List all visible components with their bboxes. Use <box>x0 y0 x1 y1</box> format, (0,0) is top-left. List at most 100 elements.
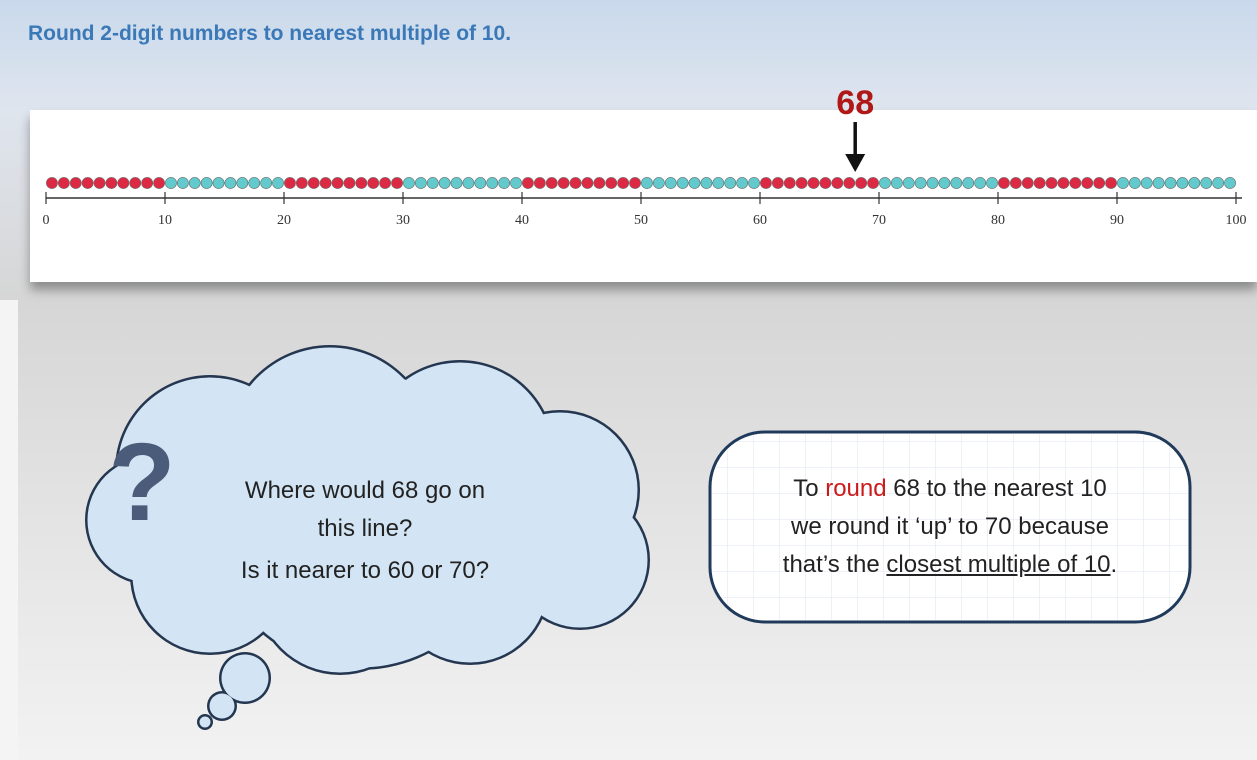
bead <box>701 177 712 188</box>
bead <box>499 177 510 188</box>
thought-line: this line? <box>185 510 545 548</box>
tick-label: 70 <box>872 213 886 228</box>
bead <box>1129 177 1140 188</box>
bead <box>927 177 938 188</box>
bead <box>951 177 962 188</box>
bead <box>1117 177 1128 188</box>
bead <box>58 177 69 188</box>
bead <box>1070 177 1081 188</box>
tick-label: 40 <box>515 213 529 228</box>
bead <box>165 177 176 188</box>
bead <box>261 177 272 188</box>
bead <box>82 177 93 188</box>
bead <box>296 177 307 188</box>
text: 68 to the nearest 10 <box>887 475 1107 502</box>
bead <box>1141 177 1152 188</box>
cloud-fill <box>200 717 211 728</box>
text: To <box>793 475 825 502</box>
bead <box>975 177 986 188</box>
bead <box>177 177 188 188</box>
marker-label: 68 <box>836 84 874 122</box>
bead <box>986 177 997 188</box>
speech-line: that’s the closest multiple of 10. <box>720 546 1180 584</box>
bead <box>201 177 212 188</box>
bead <box>1201 177 1212 188</box>
bead <box>737 177 748 188</box>
bead <box>1213 177 1224 188</box>
bead <box>689 177 700 188</box>
bead <box>46 177 57 188</box>
bead <box>1010 177 1021 188</box>
tick-label: 0 <box>43 213 50 228</box>
bead <box>356 177 367 188</box>
bead <box>582 177 593 188</box>
bead <box>368 177 379 188</box>
bead <box>1046 177 1057 188</box>
bead <box>94 177 105 188</box>
bead <box>1058 177 1069 188</box>
bead <box>903 177 914 188</box>
bead <box>879 177 890 188</box>
page: Round 2-digit numbers to nearest multipl… <box>0 0 1257 760</box>
bead <box>1034 177 1045 188</box>
bead <box>1177 177 1188 188</box>
bead <box>856 177 867 188</box>
bead <box>998 177 1009 188</box>
bead <box>665 177 676 188</box>
bead <box>629 177 640 188</box>
bead <box>844 177 855 188</box>
bead <box>225 177 236 188</box>
bead <box>522 177 533 188</box>
bead <box>213 177 224 188</box>
tick-label: 80 <box>991 213 1005 228</box>
bead <box>451 177 462 188</box>
bead <box>320 177 331 188</box>
tick-label: 30 <box>396 213 410 228</box>
bead <box>189 177 200 188</box>
bead <box>677 177 688 188</box>
tick-label: 50 <box>634 213 648 228</box>
bead <box>867 177 878 188</box>
tick-label: 20 <box>277 213 291 228</box>
text: . <box>1111 551 1118 578</box>
bead <box>475 177 486 188</box>
bead <box>1165 177 1176 188</box>
thought-line: Where would 68 go on <box>185 472 545 510</box>
bead <box>558 177 569 188</box>
bead <box>1094 177 1105 188</box>
bead <box>1105 177 1116 188</box>
bead <box>153 177 164 188</box>
bead <box>963 177 974 188</box>
bead <box>796 177 807 188</box>
bead <box>939 177 950 188</box>
text: we round it ‘up’ to 70 because <box>791 513 1109 540</box>
bead <box>463 177 474 188</box>
bead <box>915 177 926 188</box>
bead <box>784 177 795 188</box>
speech-text: To round 68 to the nearest 10 we round i… <box>720 470 1180 584</box>
bead <box>344 177 355 188</box>
bead <box>487 177 498 188</box>
bead <box>606 177 617 188</box>
bead <box>237 177 248 188</box>
bead <box>391 177 402 188</box>
bead <box>1082 177 1093 188</box>
number-line: 010203040506070809010068 <box>43 84 1247 228</box>
bead <box>510 177 521 188</box>
bead <box>832 177 843 188</box>
bead <box>808 177 819 188</box>
tick-label: 60 <box>753 213 767 228</box>
bead <box>748 177 759 188</box>
bead <box>284 177 295 188</box>
bead <box>380 177 391 188</box>
bead <box>725 177 736 188</box>
marker-arrowhead <box>845 154 865 172</box>
cloud-fill <box>210 694 235 719</box>
bead <box>249 177 260 188</box>
bead <box>142 177 153 188</box>
bead <box>618 177 629 188</box>
bead <box>403 177 414 188</box>
question-icon: ? <box>108 421 175 544</box>
tick-label: 10 <box>158 213 172 228</box>
bead <box>641 177 652 188</box>
